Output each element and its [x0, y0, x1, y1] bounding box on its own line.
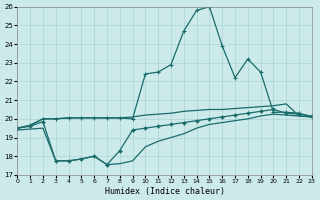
- X-axis label: Humidex (Indice chaleur): Humidex (Indice chaleur): [105, 187, 225, 196]
